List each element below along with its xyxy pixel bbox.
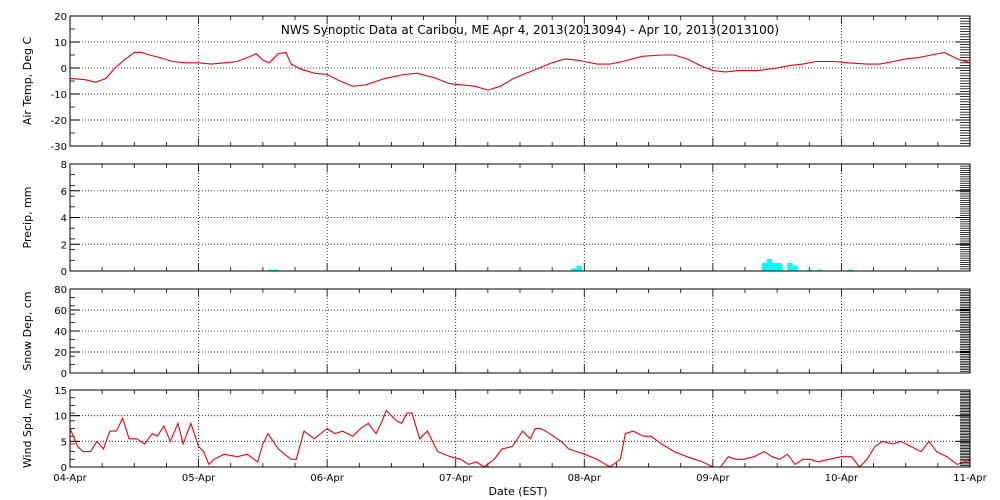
y-tick-label: 10 xyxy=(54,38,67,49)
y-axis-label: Snow Dep, cm xyxy=(21,291,34,370)
x-tick-label: 11-Apr xyxy=(953,473,987,484)
precip-bar xyxy=(576,265,582,271)
y-axis-label: Air Temp, Deg C xyxy=(21,37,34,126)
y-tick-label: 60 xyxy=(54,306,67,317)
panel-1: -30 -20 -10 0 10 20 Air Temp, Deg C xyxy=(21,12,971,153)
plot-frame xyxy=(69,389,971,468)
y-tick-label: 40 xyxy=(54,327,67,338)
precip-bar xyxy=(787,262,793,271)
chart-panels: -30 -20 -10 0 10 20 Air Temp, Deg C 0 2 4 6 8 Precip… xyxy=(21,12,988,484)
y-tick-label: 0 xyxy=(61,64,67,75)
precip-bar xyxy=(792,265,798,271)
y-tick-label: -10 xyxy=(51,90,67,101)
precip-bar xyxy=(766,258,773,271)
y-tick-label: 6 xyxy=(61,187,67,198)
y-tick-label: 8 xyxy=(61,160,67,171)
x-tick-label: 08-Apr xyxy=(568,473,602,484)
x-tick-label: 04-Apr xyxy=(53,473,87,484)
panel-3: 0 20 40 60 80 Snow Dep, cm xyxy=(21,285,971,380)
plot-frame xyxy=(69,163,971,272)
precip-bar xyxy=(571,268,577,271)
x-tick-label: 06-Apr xyxy=(310,473,344,484)
precip-bar xyxy=(273,269,279,271)
x-tick-label: 07-Apr xyxy=(439,473,473,484)
y-tick-label: 0 xyxy=(61,267,67,278)
precip-bar xyxy=(777,262,783,271)
precip-bar xyxy=(806,269,813,271)
y-tick-label: 20 xyxy=(54,12,67,23)
chart-title: NWS Synoptic Data at Caribou, ME Apr 4, … xyxy=(281,23,779,37)
plot-frame xyxy=(69,15,971,147)
panel-4: 0 5 10 15 Wind Spd, m/s xyxy=(21,386,971,474)
y-tick-label: 80 xyxy=(54,285,67,296)
precip-bar xyxy=(772,262,778,271)
y-tick-label: 0 xyxy=(61,463,67,474)
x-tick-label: 05-Apr xyxy=(182,473,216,484)
y-tick-label: 5 xyxy=(61,437,67,448)
plot-frame xyxy=(69,288,971,374)
data-line xyxy=(69,51,971,91)
y-axis-label: Wind Spd, m/s xyxy=(21,389,34,469)
x-tick-label: 10-Apr xyxy=(825,473,859,484)
precip-bar xyxy=(268,269,274,271)
panel-2: 0 2 4 6 8 Precip, mm xyxy=(21,160,971,278)
x-tick-label: 09-Apr xyxy=(696,473,730,484)
y-tick-label: 0 xyxy=(61,369,67,380)
precip-bar xyxy=(761,262,768,271)
y-tick-label: -20 xyxy=(51,116,67,127)
precip-bar xyxy=(817,269,823,271)
precip-bar xyxy=(847,269,854,271)
y-tick-label: 4 xyxy=(61,214,67,225)
y-tick-label: -30 xyxy=(51,142,67,153)
y-tick-label: 10 xyxy=(54,412,67,423)
y-tick-label: 2 xyxy=(61,240,67,251)
data-line xyxy=(69,409,971,468)
x-axis-label: Date (EST) xyxy=(488,485,547,498)
y-tick-label: 20 xyxy=(54,348,67,359)
y-tick-label: 15 xyxy=(54,386,67,397)
y-axis-label: Precip, mm xyxy=(21,187,34,249)
